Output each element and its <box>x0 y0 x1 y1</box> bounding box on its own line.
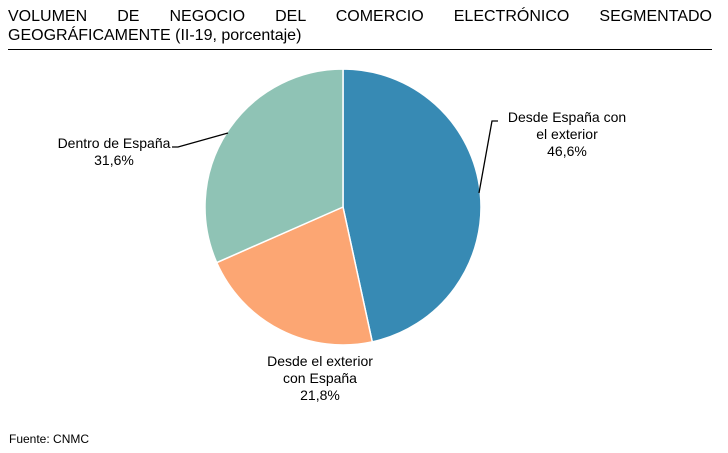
pie-slice-1 <box>342 68 482 343</box>
slice-label-3: Dentro de España 31,6% <box>58 135 171 168</box>
slice-name-label: Desde España con <box>508 109 626 125</box>
slice-value-label: 46,6% <box>547 143 587 159</box>
pie-slice-2 <box>215 205 374 346</box>
pie-labels: Desde España con el exterior 46,6% Desde el… <box>58 109 627 403</box>
slice-name-label: el exterior <box>536 126 598 142</box>
slice-name-label: Dentro de España <box>58 135 171 151</box>
pie-slices <box>204 68 482 346</box>
slice-label-1: Desde España con el exterior 46,6% <box>508 109 626 159</box>
slice-value-label: 21,8% <box>300 387 340 403</box>
title-divider <box>8 49 712 50</box>
chart-title: VOLUMEN DE NEGOCIO DEL COMERCIO ELECTRÓN… <box>8 8 712 44</box>
slice-name-label: Desde el exterior <box>267 353 373 369</box>
slice-label-2: Desde el exterior con España 21,8% <box>267 353 373 403</box>
slice-name-label: con España <box>283 370 357 386</box>
slice-value-label: 31,6% <box>94 152 134 168</box>
pie-slice-3 <box>204 68 344 264</box>
leader-line-3 <box>172 132 229 148</box>
leader-line-1 <box>478 120 498 194</box>
source-note: Fuente: CNMC <box>9 432 90 446</box>
